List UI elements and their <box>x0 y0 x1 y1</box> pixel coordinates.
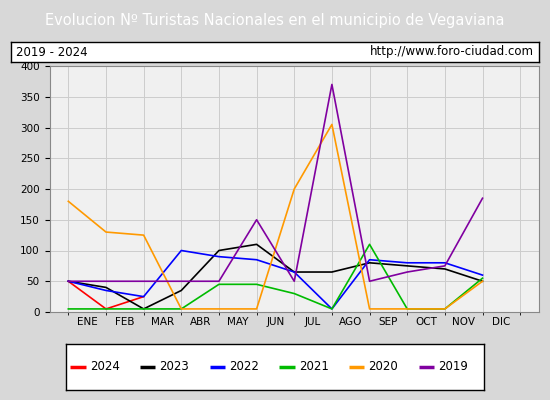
Text: 2019 - 2024: 2019 - 2024 <box>16 46 88 58</box>
Text: 2024: 2024 <box>90 360 119 374</box>
Text: 2019: 2019 <box>438 360 468 374</box>
Text: 2022: 2022 <box>229 360 259 374</box>
Text: 2023: 2023 <box>160 360 189 374</box>
Text: Evolucion Nº Turistas Nacionales en el municipio de Vegaviana: Evolucion Nº Turistas Nacionales en el m… <box>45 14 505 28</box>
Text: 2020: 2020 <box>368 360 398 374</box>
Text: 2021: 2021 <box>299 360 328 374</box>
Text: http://www.foro-ciudad.com: http://www.foro-ciudad.com <box>370 46 534 58</box>
